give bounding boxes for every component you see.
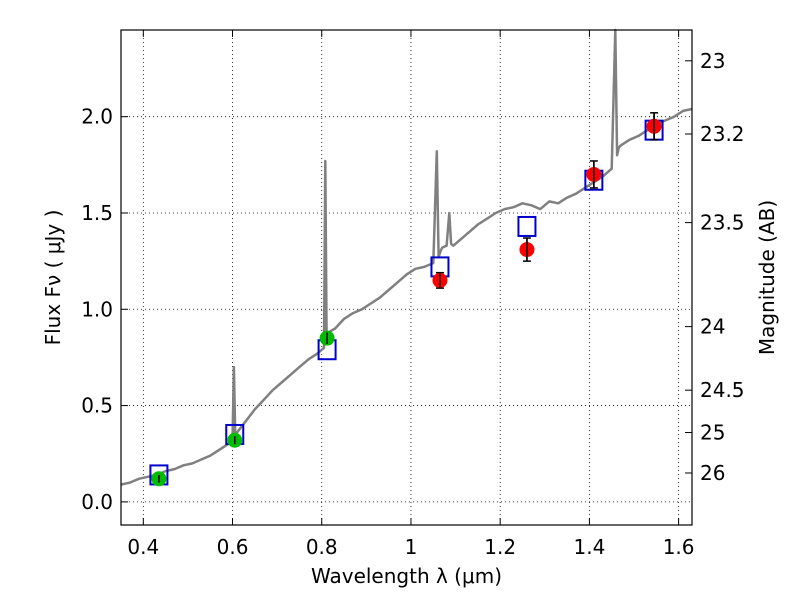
y-tick-label: 1.5 (81, 201, 113, 225)
right-tick-label: 25 (700, 421, 725, 445)
y-tick-label: 0.0 (81, 490, 113, 514)
spectrum-series (120, 28, 693, 486)
x-tick-label: 0.6 (217, 535, 249, 559)
y-tick-label: 0.5 (81, 394, 113, 418)
right-tick-label: 23 (700, 49, 725, 73)
model-square (517, 215, 537, 237)
right-tick-label: 26 (700, 461, 725, 485)
x-axis-title: Wavelength λ (μm) (311, 564, 502, 588)
x-tick-label: 1.6 (663, 535, 695, 559)
photometry-markers (149, 112, 664, 487)
right-tick-label: 24.5 (700, 378, 745, 402)
x-tick-label: 0.8 (306, 535, 338, 559)
plot-frame (120, 29, 693, 526)
right-tick-label: 23.2 (700, 122, 745, 146)
right-tick-label: 24 (700, 315, 725, 339)
ticks: 0.4 0.6 0.8 1 1.2 1.4 1.6 0.0 0.5 1.0 1.5 2.0 23 23.2… (81, 30, 745, 559)
x-tick-label: 1.2 (484, 535, 516, 559)
right-tick-label: 23.5 (700, 211, 745, 235)
x-tick-label: 1.4 (573, 535, 605, 559)
x-tick-label: 0.4 (127, 535, 159, 559)
x-tick-label: 1 (405, 535, 418, 559)
right-axis-title: Magnitude (AB) (755, 200, 779, 355)
y-tick-label: 2.0 (81, 105, 113, 129)
spectrum-line (120, 28, 693, 486)
y-axis-title: Flux Fν ( μJy ) (41, 210, 65, 346)
grid (121, 30, 692, 525)
y-tick-label: 1.0 (81, 297, 113, 321)
